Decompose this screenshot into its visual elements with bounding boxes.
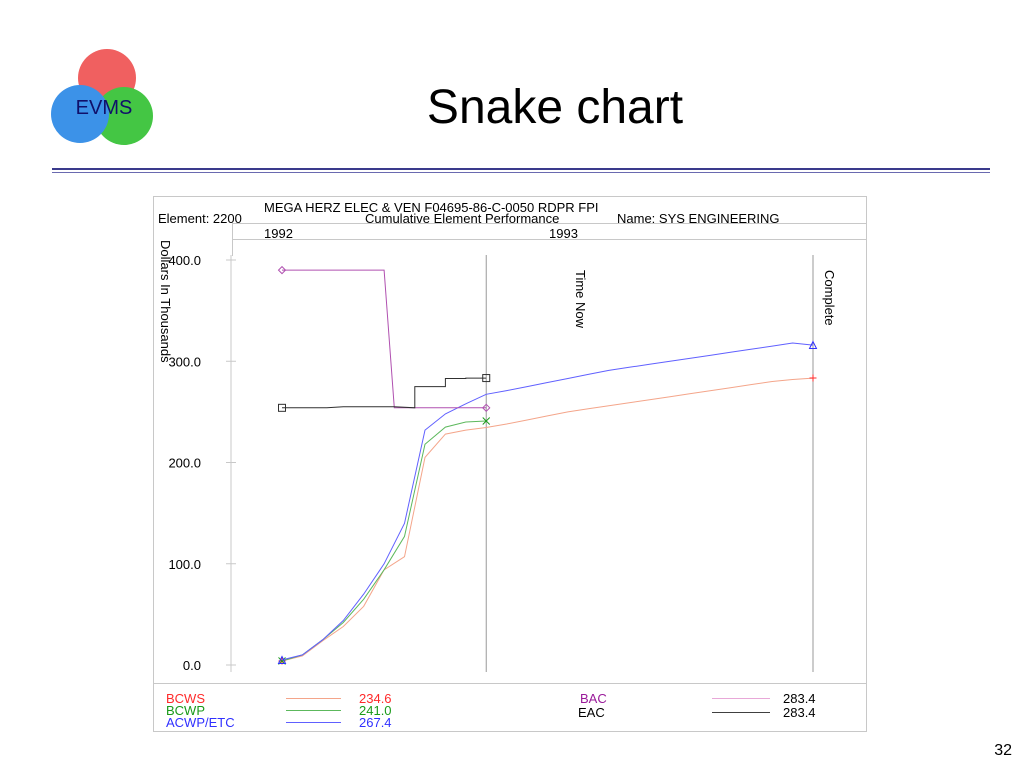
legend-bcwp-value: 241.0 <box>359 703 392 718</box>
evms-logo: EVMS <box>51 49 153 145</box>
chart-frame: MEGA HERZ ELEC & VEN F04695-86-C-0050 RD… <box>153 196 867 732</box>
contract-label: MEGA HERZ ELEC & VEN F04695-86-C-0050 RD… <box>264 200 599 215</box>
legend-acwp-label: ACWP/ETC <box>166 715 235 730</box>
element-label: Element: 2200 <box>158 211 242 226</box>
slide-title: Snake chart <box>426 81 684 134</box>
legend-eac-swatch <box>712 712 770 713</box>
legend-bcwp-label: BCWP <box>166 703 205 718</box>
report-label: Cumulative Element Performance <box>365 211 560 226</box>
header-divider <box>232 223 867 224</box>
legend-acwp-swatch <box>286 722 341 723</box>
header-vdivider <box>232 223 233 256</box>
year-label-1993: 1993 <box>549 226 578 241</box>
logo-green-circle <box>95 87 153 145</box>
logo-text: EVMS <box>76 97 133 119</box>
legend-bcwp-swatch <box>286 710 341 711</box>
legend-eac-label: EAC <box>578 705 605 720</box>
name-label: Name: SYS ENGINEERING <box>617 211 780 226</box>
legend-bcws-value: 234.6 <box>359 691 392 706</box>
legend-acwp-value: 267.4 <box>359 715 392 730</box>
title-rule-bottom <box>52 172 990 173</box>
legend-eac-value: 283.4 <box>783 705 816 720</box>
title-rule-top <box>52 168 990 170</box>
page-number: 32 <box>994 742 1012 759</box>
legend-divider <box>154 683 867 684</box>
legend-bcws-label: BCWS <box>166 691 205 706</box>
header-divider <box>232 239 867 240</box>
legend-bac-label: BAC <box>580 691 607 706</box>
year-label-1992: 1992 <box>264 226 293 241</box>
legend-bac-swatch <box>712 698 770 699</box>
legend-bcws-swatch <box>286 698 341 699</box>
legend-bac-value: 283.4 <box>783 691 816 706</box>
logo-blue-circle <box>51 85 109 143</box>
